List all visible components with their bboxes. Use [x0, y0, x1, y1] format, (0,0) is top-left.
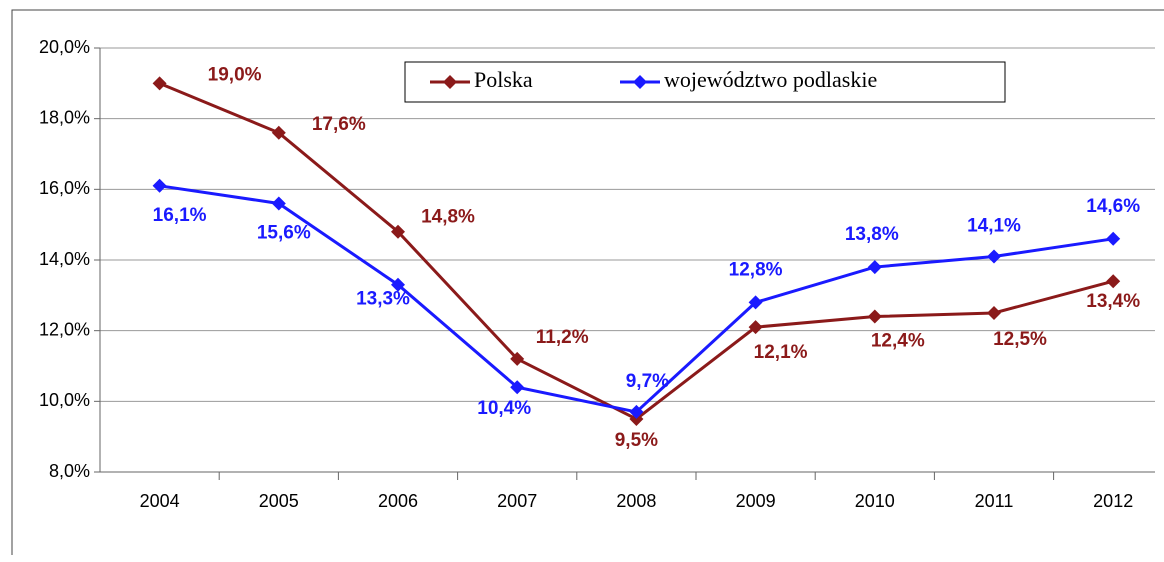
value-label: 12,4% [871, 331, 925, 352]
value-label: 14,1% [967, 215, 1021, 236]
marker [271, 196, 286, 211]
value-label: 13,4% [1086, 291, 1140, 312]
value-label: 12,1% [754, 342, 808, 363]
x-tick-label: 2012 [1093, 491, 1133, 511]
marker [629, 404, 644, 419]
value-label: 9,5% [615, 430, 658, 451]
x-tick-label: 2008 [616, 491, 656, 511]
value-label: 15,6% [257, 222, 311, 243]
y-tick-label: 20,0% [39, 37, 90, 57]
x-tick-label: 2010 [855, 491, 895, 511]
marker [152, 178, 167, 193]
value-label: 17,6% [312, 114, 366, 135]
y-tick-label: 18,0% [39, 107, 90, 127]
y-tick-label: 10,0% [39, 390, 90, 410]
marker [867, 260, 882, 275]
value-label: 14,8% [421, 207, 475, 228]
marker [271, 125, 286, 140]
marker [1106, 274, 1121, 289]
marker [391, 277, 405, 292]
value-label: 9,7% [626, 371, 669, 392]
marker [748, 295, 763, 310]
value-label: 11,2% [536, 327, 589, 348]
value-label: 12,8% [729, 259, 783, 280]
x-tick-label: 2007 [497, 491, 537, 511]
value-label: 13,3% [356, 289, 410, 310]
value-label: 13,8% [845, 224, 899, 245]
legend-box [404, 61, 1006, 103]
marker [987, 249, 1001, 264]
marker [629, 412, 644, 426]
marker [748, 320, 763, 335]
marker [1106, 231, 1121, 246]
x-tick-label: 2009 [736, 491, 776, 511]
marker [867, 309, 882, 324]
marker [152, 76, 167, 91]
y-tick-label: 12,0% [39, 319, 90, 339]
marker [391, 224, 405, 239]
x-tick-label: 2005 [259, 491, 299, 511]
value-label: 12,5% [993, 329, 1047, 350]
value-label: 16,1% [153, 205, 207, 226]
y-tick-label: 16,0% [39, 178, 90, 198]
marker [510, 380, 525, 395]
frame [11, 9, 1164, 555]
x-tick-label: 2011 [975, 491, 1014, 511]
y-tick-label: 14,0% [39, 249, 90, 269]
legend-label: Polska [474, 67, 533, 92]
y-tick-label: 8,0% [49, 461, 90, 481]
legend-marker [633, 75, 647, 89]
marker [987, 306, 1001, 320]
x-tick-label: 2006 [378, 491, 418, 511]
value-label: 14,6% [1086, 196, 1140, 217]
legend-label: województwo podlaskie [664, 67, 877, 92]
legend-marker [443, 75, 457, 89]
marker [510, 351, 525, 366]
x-tick-label: 2004 [140, 491, 180, 511]
value-label: 10,4% [477, 398, 531, 419]
value-label: 19,0% [208, 64, 262, 85]
